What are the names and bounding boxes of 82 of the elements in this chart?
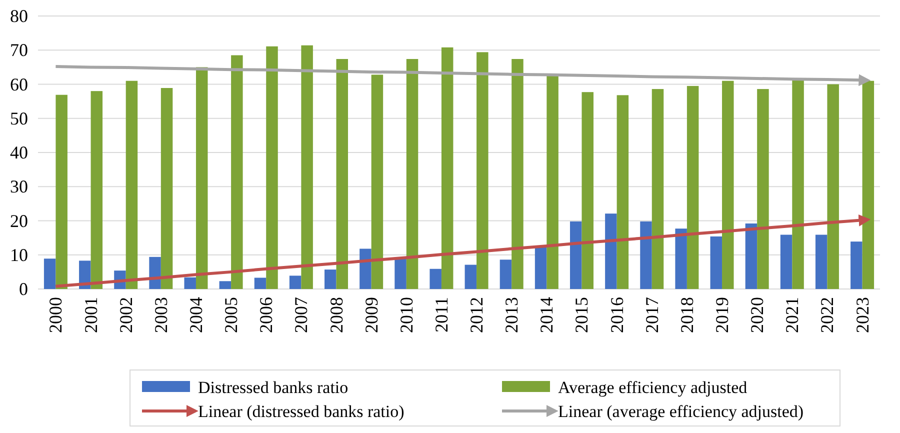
bar — [640, 221, 652, 289]
x-tick-label: 2008 — [326, 297, 346, 333]
legend-label: Average efficiency adjusted — [558, 378, 748, 397]
bar — [219, 281, 232, 289]
bar — [126, 80, 138, 289]
bar — [850, 242, 862, 289]
x-tick-label: 2018 — [676, 297, 697, 333]
bar — [430, 268, 442, 289]
x-tick-label: 2023 — [852, 297, 872, 333]
bar — [582, 92, 594, 289]
bar — [254, 278, 266, 289]
x-tick-label: 2000 — [46, 297, 66, 333]
bar — [266, 46, 278, 289]
y-tick-label: 30 — [10, 176, 28, 197]
x-tick-label: 2014 — [536, 297, 557, 333]
y-tick-label: 70 — [10, 40, 28, 60]
bar — [686, 86, 699, 289]
bar — [722, 80, 734, 289]
bar — [710, 236, 722, 289]
bar — [792, 79, 804, 289]
y-tick-label: 10 — [10, 244, 28, 265]
x-tick-label: 2020 — [747, 297, 768, 333]
bar — [652, 89, 664, 289]
x-tick-label: 2021 — [782, 297, 802, 333]
bar — [231, 55, 243, 289]
x-tick-label: 2009 — [361, 297, 382, 333]
x-tick-label: 2003 — [150, 297, 171, 333]
bar — [324, 270, 336, 289]
bar — [500, 260, 512, 289]
x-tick-label: 2001 — [80, 297, 101, 333]
bar — [512, 59, 524, 289]
bar — [780, 234, 792, 289]
legend-label: Distressed banks ratio — [198, 378, 348, 397]
bar — [534, 246, 547, 289]
x-tick-label: 2017 — [642, 297, 662, 333]
legend-label: Linear (average efficiency adjusted) — [558, 402, 804, 421]
bar — [371, 74, 384, 289]
y-tick-label: 50 — [10, 108, 28, 128]
y-tick-label: 40 — [10, 142, 28, 162]
bar — [441, 47, 454, 289]
y-tick-label: 20 — [10, 210, 28, 231]
bar — [757, 89, 769, 289]
y-tick-label: 0 — [19, 279, 28, 299]
legend-label: Linear (distressed banks ratio) — [198, 402, 404, 421]
bar — [546, 74, 558, 289]
x-tick-label: 2004 — [186, 297, 206, 333]
x-tick-label: 2022 — [817, 297, 838, 333]
bar — [90, 91, 103, 289]
x-tick-label: 2012 — [466, 297, 487, 333]
x-tick-label: 2011 — [431, 297, 452, 332]
bar — [56, 94, 68, 289]
x-tick-label: 2013 — [502, 297, 522, 333]
bar — [289, 276, 302, 289]
bar — [196, 67, 208, 289]
bar — [160, 88, 173, 289]
x-tick-label: 2016 — [606, 297, 627, 333]
bar — [862, 80, 874, 289]
bar — [476, 52, 488, 289]
bar — [406, 59, 418, 289]
bar — [360, 248, 372, 289]
bar — [394, 257, 406, 289]
y-tick-label: 80 — [10, 6, 28, 26]
bar — [675, 228, 687, 289]
bar — [827, 84, 839, 289]
bar — [464, 264, 477, 289]
bar — [184, 277, 196, 289]
bar — [605, 214, 617, 289]
bar — [570, 221, 582, 289]
x-tick-label: 2010 — [396, 297, 416, 333]
x-tick-label: 2002 — [116, 297, 136, 333]
bar — [44, 258, 56, 289]
bar — [616, 95, 629, 289]
x-tick-label: 2015 — [572, 297, 592, 333]
bar — [745, 223, 758, 289]
x-tick-label: 2006 — [256, 297, 276, 333]
x-tick-label: 2007 — [291, 297, 312, 333]
bar — [301, 45, 313, 289]
bar — [336, 59, 348, 289]
x-tick-label: 2005 — [221, 297, 242, 333]
y-tick-label: 60 — [10, 74, 28, 94]
bar — [815, 234, 828, 289]
x-tick-label: 2019 — [712, 297, 732, 333]
